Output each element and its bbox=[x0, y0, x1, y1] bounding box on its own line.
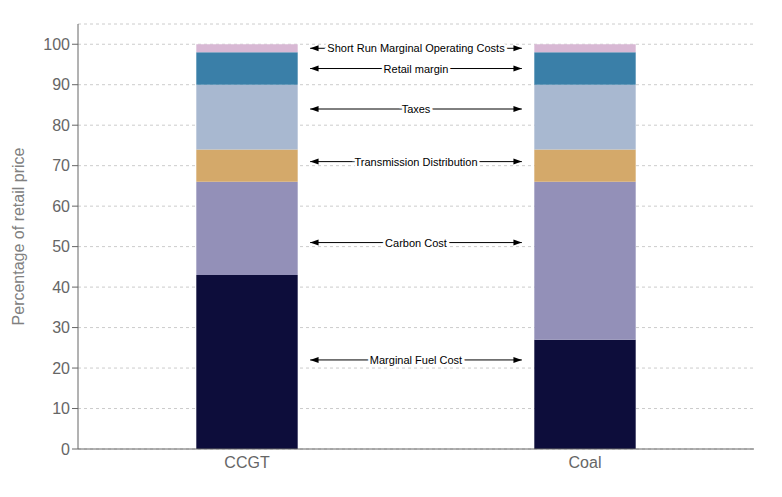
svg-text:10: 10 bbox=[52, 400, 70, 417]
svg-text:80: 80 bbox=[52, 117, 70, 134]
svg-text:70: 70 bbox=[52, 157, 70, 174]
svg-text:0: 0 bbox=[61, 441, 70, 458]
svg-text:90: 90 bbox=[52, 76, 70, 93]
svg-text:30: 30 bbox=[52, 319, 70, 336]
svg-text:50: 50 bbox=[52, 238, 70, 255]
svg-text:Marginal Fuel Cost: Marginal Fuel Cost bbox=[370, 354, 462, 366]
svg-text:Taxes: Taxes bbox=[402, 103, 431, 115]
svg-text:Carbon Cost: Carbon Cost bbox=[385, 237, 447, 249]
svg-text:Percentage of retail price: Percentage of retail price bbox=[10, 147, 27, 325]
svg-text:Coal: Coal bbox=[569, 454, 602, 471]
svg-text:20: 20 bbox=[52, 360, 70, 377]
svg-text:Retail margin: Retail margin bbox=[384, 63, 449, 75]
svg-text:60: 60 bbox=[52, 198, 70, 215]
svg-text:40: 40 bbox=[52, 279, 70, 296]
svg-text:Transmission Distribution: Transmission Distribution bbox=[354, 156, 477, 168]
svg-text:100: 100 bbox=[43, 36, 70, 53]
svg-text:Short Run Marginal Operating C: Short Run Marginal Operating Costs bbox=[327, 42, 505, 54]
svg-text:CCGT: CCGT bbox=[224, 454, 270, 471]
